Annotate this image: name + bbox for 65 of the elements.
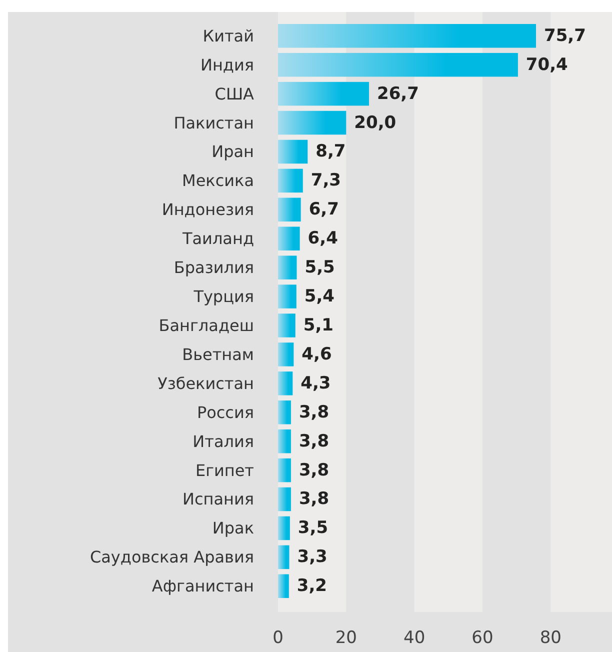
y-tick-label: Саудовская Аравия <box>90 548 254 567</box>
data-label: 6,7 <box>308 200 339 220</box>
y-tick-label: Мексика <box>182 171 254 190</box>
x-tick-label: 60 <box>472 628 494 648</box>
y-tick-label: Афганистан <box>152 576 254 596</box>
data-label: 70,4 <box>526 54 568 75</box>
bar <box>278 516 290 540</box>
data-label: 20,0 <box>354 112 396 133</box>
y-tick-label: Иран <box>212 142 254 162</box>
y-tick-label: Бангладеш <box>158 316 254 335</box>
bar <box>278 400 291 424</box>
y-tick-label: Китай <box>202 26 254 46</box>
bar <box>278 24 536 48</box>
bar <box>278 372 293 396</box>
bar <box>278 458 291 482</box>
bar <box>278 487 291 512</box>
y-tick-label: Италия <box>192 432 254 451</box>
bar <box>278 256 297 280</box>
bar <box>278 110 346 135</box>
bar <box>278 574 289 598</box>
data-label: 7,3 <box>310 170 342 191</box>
y-tick-label: США <box>214 84 254 104</box>
y-tick-label: Испания <box>182 490 254 509</box>
bar <box>278 284 296 308</box>
data-label: 3,5 <box>298 518 328 538</box>
bar <box>278 140 308 164</box>
data-label: 5,1 <box>303 315 334 336</box>
data-label: 5,5 <box>304 258 335 278</box>
bar <box>278 429 291 454</box>
data-label: 26,7 <box>377 84 419 104</box>
x-tick-label: 80 <box>540 628 562 648</box>
bar <box>278 342 294 366</box>
data-label: 4,3 <box>300 373 331 394</box>
y-tick-label: Таиланд <box>181 229 254 248</box>
data-label: 6,4 <box>308 228 338 249</box>
y-tick-label: Вьетнам <box>182 344 254 364</box>
data-label: 3,2 <box>296 576 328 596</box>
x-tick-label: 0 <box>272 628 284 648</box>
bar <box>278 314 296 338</box>
data-label: 3,3 <box>297 547 328 568</box>
data-label: 5,4 <box>304 286 335 307</box>
data-label: 3,8 <box>298 431 330 452</box>
y-tick-label: Пакистан <box>174 113 254 132</box>
x-tick-label: 40 <box>404 628 426 648</box>
y-tick-label: Турция <box>192 287 254 306</box>
bar <box>278 168 303 193</box>
y-tick-label: Бразилия <box>174 258 254 278</box>
y-tick-label: Индия <box>200 55 254 74</box>
bar <box>278 226 300 250</box>
data-label: 3,8 <box>298 402 330 422</box>
bar <box>278 545 290 570</box>
data-label: 8,7 <box>316 142 346 162</box>
bar <box>278 198 301 222</box>
data-label: 75,7 <box>544 26 586 46</box>
data-label: 4,6 <box>302 344 332 364</box>
y-tick-label: Египет <box>195 460 254 480</box>
bar <box>278 52 518 77</box>
y-tick-label: Ирак <box>212 518 254 538</box>
y-tick-label: Узбекистан <box>158 374 254 393</box>
x-tick-label: 20 <box>335 628 357 648</box>
y-tick-label: Россия <box>196 402 254 422</box>
data-label: 3,8 <box>298 489 330 510</box>
bar <box>278 82 369 106</box>
data-label: 3,8 <box>298 460 330 480</box>
y-tick-label: Индонезия <box>162 200 254 220</box>
